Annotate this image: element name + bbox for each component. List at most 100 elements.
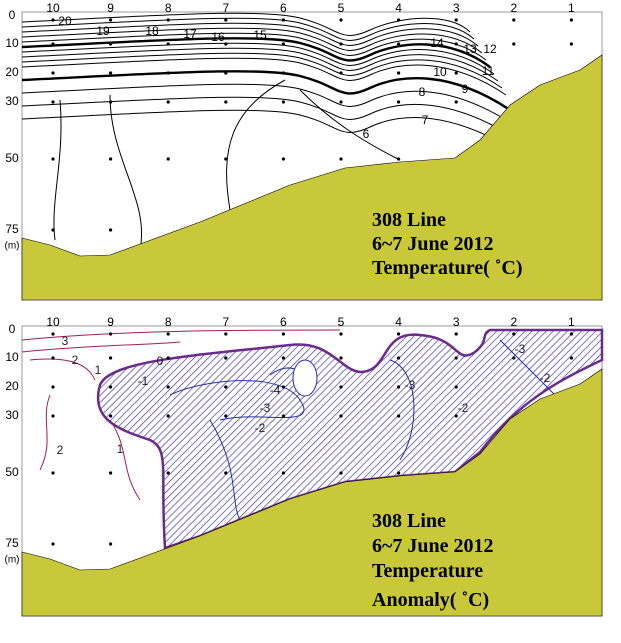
contour-label: -3	[515, 342, 526, 356]
negative-anomaly-area	[96, 328, 604, 550]
sample-point	[454, 414, 458, 418]
sample-point	[224, 157, 228, 161]
sample-point	[109, 471, 113, 475]
panel-title: 308 Line	[372, 209, 446, 231]
sample-point	[454, 332, 458, 336]
sample-point	[109, 71, 113, 75]
contour-label: 10	[433, 65, 447, 79]
sample-point	[397, 414, 401, 418]
sample-point	[339, 332, 343, 336]
depth-label: 50	[5, 151, 19, 165]
sample-point	[109, 414, 113, 418]
anomaly-panel: 10 9 8 7 6 5 4 3 2 101020305075(m)3210-1-4-3-2-3-…	[5, 315, 604, 617]
sample-point	[51, 414, 55, 418]
contour-label: 2	[57, 443, 64, 457]
contour-line	[21, 70, 511, 111]
station-label: 1	[568, 1, 575, 15]
contour-line	[53, 99, 62, 241]
sample-point	[512, 42, 516, 46]
station-label: 6	[280, 1, 287, 15]
sample-point	[166, 414, 170, 418]
contour-label: 6	[363, 127, 370, 141]
sample-point	[166, 385, 170, 389]
contour-line	[21, 329, 341, 341]
station-label: 4	[395, 1, 402, 15]
sample-point	[166, 100, 170, 104]
station-label: 6	[280, 315, 287, 329]
sample-point	[109, 332, 113, 336]
sample-point	[109, 42, 113, 46]
sample-point	[51, 385, 55, 389]
station-label: 9	[107, 315, 114, 329]
contour-line	[21, 341, 181, 353]
station-label: 5	[338, 315, 345, 329]
contour-label: 3	[62, 334, 69, 348]
station-label: 2	[510, 1, 517, 15]
sample-point	[454, 71, 458, 75]
sample-point	[281, 100, 285, 104]
sample-point	[339, 356, 343, 360]
sample-point	[281, 157, 285, 161]
sample-point	[51, 332, 55, 336]
sample-point	[166, 42, 170, 46]
sample-point	[339, 42, 343, 46]
station-label: 3	[453, 315, 460, 329]
contour-label: 18	[145, 24, 159, 38]
panel-title: 6~7 June 2012	[372, 535, 494, 557]
depth-label: 50	[5, 465, 19, 479]
contour-label: 19	[96, 24, 110, 38]
sample-point	[454, 42, 458, 46]
sample-point	[339, 71, 343, 75]
contour-label: 17	[183, 27, 197, 41]
sample-point	[281, 356, 285, 360]
sample-point	[224, 414, 228, 418]
sample-point	[51, 542, 55, 546]
sample-point	[397, 356, 401, 360]
panel-title: Temperature( ˚C)	[372, 257, 523, 279]
contour-line	[21, 37, 491, 68]
station-label: 8	[165, 1, 172, 15]
sample-point	[109, 18, 113, 22]
sample-point	[397, 385, 401, 389]
sample-point	[281, 42, 285, 46]
contour-label: 8	[419, 85, 426, 99]
contour-line	[21, 109, 523, 156]
sample-point	[454, 356, 458, 360]
warm-core	[292, 359, 318, 397]
contour-line	[21, 12, 471, 36]
contour-label: 11	[482, 64, 495, 78]
sample-point	[281, 414, 285, 418]
sample-point	[109, 356, 113, 360]
contour-label: -2	[540, 371, 551, 385]
sample-point	[339, 471, 343, 475]
contour-line	[389, 359, 415, 461]
sample-point	[339, 157, 343, 161]
depth-label: 10	[5, 36, 19, 50]
seafloor	[21, 54, 603, 301]
sample-point	[397, 157, 401, 161]
sample-point	[166, 18, 170, 22]
contour-line	[21, 32, 487, 61]
sample-point	[397, 471, 401, 475]
depth-label: 75	[5, 222, 19, 236]
sample-point	[166, 332, 170, 336]
contour-label: 0	[157, 354, 164, 368]
sample-point	[51, 356, 55, 360]
contour-label: 1	[117, 442, 124, 456]
depth-label: 30	[5, 94, 19, 108]
sample-point	[51, 471, 55, 475]
sample-point	[512, 356, 516, 360]
depth-label: 0	[9, 322, 16, 336]
contour-label: 7	[422, 113, 429, 127]
contour-line	[21, 96, 519, 141]
sample-point	[166, 356, 170, 360]
sample-point	[397, 100, 401, 104]
sample-point	[281, 471, 285, 475]
sample-point	[51, 100, 55, 104]
station-label: 10	[46, 315, 60, 329]
sample-point	[339, 414, 343, 418]
contour-line	[109, 419, 141, 501]
sample-point	[397, 18, 401, 22]
contour-line	[29, 358, 96, 381]
contour-label: 12	[483, 42, 497, 56]
